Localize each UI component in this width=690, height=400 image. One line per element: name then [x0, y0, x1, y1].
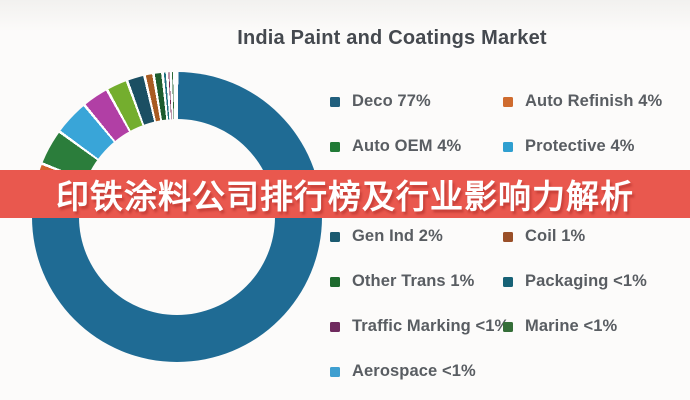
legend-label: Deco 77%: [352, 92, 431, 110]
legend-row: Deco 77% Auto Refinish 4%: [330, 79, 682, 124]
legend-swatch: [330, 366, 340, 377]
legend-row: Gen Ind 2% Coil 1%: [330, 214, 682, 259]
legend-swatch: [330, 231, 340, 242]
legend-label: Traffic Marking <1%: [352, 317, 510, 335]
legend-label: Auto OEM 4%: [352, 137, 462, 155]
page-title: India Paint and Coatings Market: [237, 27, 547, 49]
legend-item: Marine <1%: [503, 317, 682, 336]
legend-item: Other Trans 1%: [330, 272, 503, 291]
legend-swatch: [503, 96, 513, 107]
legend-item: Coil 1%: [503, 227, 682, 246]
legend-item: Deco 77%: [330, 92, 503, 111]
legend-swatch: [330, 321, 340, 332]
legend-row: Other Trans 1% Packaging <1%: [330, 259, 682, 304]
legend-label: Aerospace <1%: [352, 362, 476, 380]
legend-label: Protective 4%: [525, 137, 635, 155]
legend-item: Auto OEM 4%: [330, 137, 503, 156]
legend-label: Packaging <1%: [525, 272, 647, 290]
legend-label: Marine <1%: [525, 317, 618, 335]
legend-swatch: [503, 141, 513, 152]
legend-swatch: [330, 141, 340, 152]
legend-row: Auto OEM 4% Protective 4%: [330, 124, 682, 169]
legend-label: Other Trans 1%: [352, 272, 475, 290]
legend-row: Traffic Marking <1% Marine <1%: [330, 304, 682, 349]
legend-swatch: [330, 96, 340, 107]
legend-row: Aerospace <1%: [330, 349, 682, 394]
legend-label: Auto Refinish 4%: [525, 92, 663, 110]
legend-swatch: [503, 321, 513, 332]
legend-item: Traffic Marking <1%: [330, 317, 509, 336]
legend: Deco 77% Auto Refinish 4% Auto OEM 4% Prote…: [330, 79, 682, 394]
legend-swatch: [503, 276, 513, 287]
overlay-banner: 印铁涂料公司排行榜及行业影响力解析: [0, 170, 690, 218]
legend-label: Gen Ind 2%: [352, 227, 443, 245]
legend-item: Packaging <1%: [503, 272, 682, 291]
legend-label: Coil 1%: [525, 227, 586, 245]
legend-item: Protective 4%: [503, 137, 682, 156]
legend-swatch: [503, 231, 513, 242]
banner-text: 印铁涂料公司排行榜及行业影响力解析: [56, 178, 634, 215]
legend-item: Aerospace <1%: [330, 362, 503, 381]
legend-item: Gen Ind 2%: [330, 227, 503, 246]
legend-swatch: [330, 276, 340, 287]
legend-item: Auto Refinish 4%: [503, 92, 682, 111]
